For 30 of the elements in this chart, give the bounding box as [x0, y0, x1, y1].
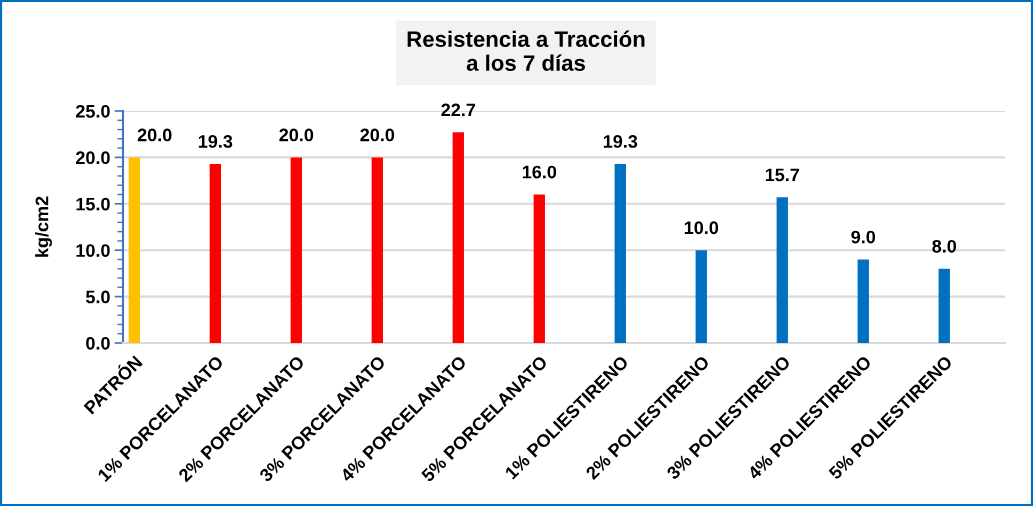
bar	[695, 250, 707, 343]
data-label: 9.0	[851, 230, 876, 244]
bar	[209, 163, 221, 343]
bar	[452, 132, 464, 343]
y-tick-label: 5.0	[85, 290, 110, 304]
y-tick-label: 0.0	[86, 336, 110, 350]
data-label: 19.3	[198, 135, 233, 148]
bar	[128, 157, 141, 343]
data-label: 20.0	[360, 128, 395, 142]
data-label: 22.7	[441, 103, 476, 117]
data-label: 19.3	[603, 135, 638, 148]
data-label: 10.0	[684, 221, 719, 235]
bar	[776, 197, 788, 343]
chart-title: Resistencia a Tracción a los 7 días	[407, 30, 645, 71]
y-axis-title: kg/cm2	[35, 196, 52, 257]
y-tick-label: 20.0	[75, 151, 110, 165]
bar	[371, 157, 383, 343]
bar	[614, 163, 626, 343]
bar	[938, 268, 950, 343]
data-label: 8.0	[932, 239, 957, 253]
data-label: 20.0	[137, 128, 172, 142]
data-label: 16.0	[522, 165, 557, 179]
y-tick-label: 10.0	[76, 244, 110, 257]
y-tick-label: 15.0	[76, 197, 110, 211]
bar	[857, 259, 869, 343]
bar	[533, 194, 545, 343]
data-label: 20.0	[279, 128, 314, 142]
bar	[290, 157, 302, 343]
data-label: 15.7	[765, 168, 800, 182]
y-tick-label: 25.0	[75, 104, 110, 118]
